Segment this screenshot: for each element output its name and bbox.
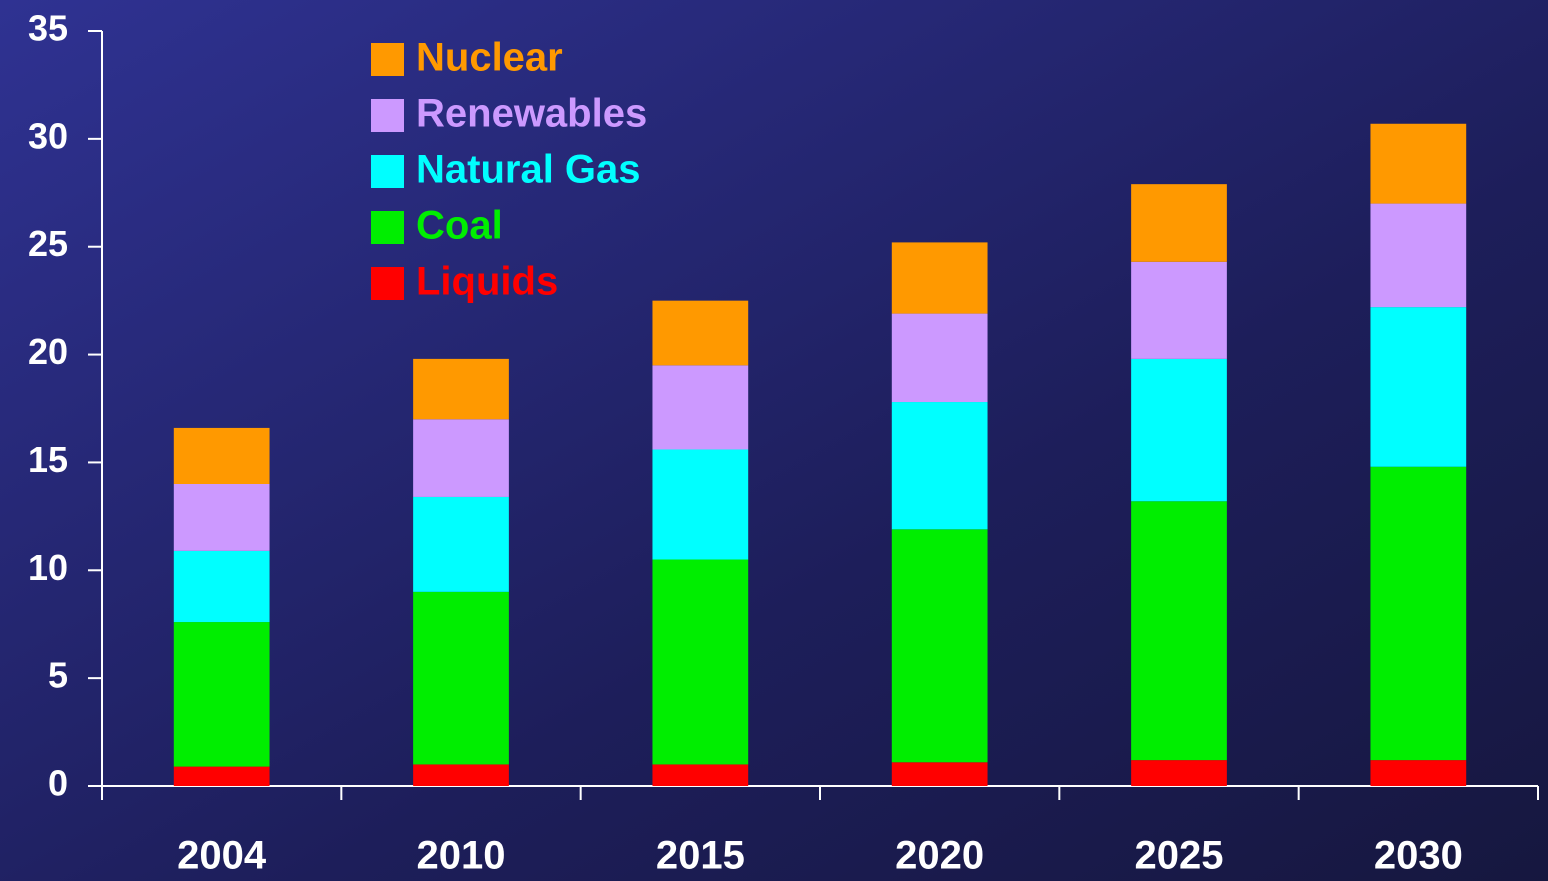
y-tick-label: 10 — [28, 547, 68, 588]
legend-label: Coal — [416, 204, 503, 248]
bar-segment — [413, 591, 509, 765]
bar-segment — [413, 419, 509, 497]
y-tick-label: 30 — [28, 115, 68, 156]
bar-segment — [1370, 466, 1467, 761]
x-tick-label: 2030 — [1374, 834, 1463, 878]
legend-swatch — [371, 43, 404, 76]
legend-swatch — [371, 155, 404, 188]
bar-segment — [1131, 501, 1227, 761]
bar-segment — [173, 622, 270, 767]
bar-segment — [173, 484, 270, 551]
bar-segment — [413, 496, 509, 592]
y-tick-label: 35 — [28, 8, 68, 49]
x-tick-label: 2010 — [417, 834, 506, 878]
y-tick-label: 0 — [48, 763, 68, 804]
bar-segment — [173, 766, 270, 786]
bar-segment — [652, 559, 749, 765]
legend-swatch — [371, 267, 404, 300]
y-tick-label: 20 — [28, 331, 68, 372]
x-tick-label: 2025 — [1135, 834, 1224, 878]
bar-segment — [173, 427, 270, 484]
x-tick-label: 2004 — [177, 834, 267, 878]
legend-label: Natural Gas — [416, 148, 641, 192]
bar-segment — [1131, 261, 1227, 359]
bar-segment — [891, 402, 988, 530]
bar-segment — [652, 365, 749, 450]
bar-segment — [891, 242, 988, 314]
bar-segment — [173, 550, 270, 623]
legend-label: Liquids — [416, 260, 558, 304]
legend-swatch — [371, 211, 404, 244]
bar-segment — [1370, 123, 1467, 204]
bar-segment — [891, 529, 988, 763]
y-tick-label: 25 — [28, 223, 68, 264]
bar-segment — [652, 300, 749, 366]
bar-segment — [413, 764, 509, 786]
bar-segment — [891, 762, 988, 786]
bar-segment — [413, 358, 509, 420]
bar-segment — [1131, 358, 1227, 502]
y-tick-label: 5 — [48, 655, 68, 696]
legend-swatch — [371, 99, 404, 132]
bar-segment — [1131, 760, 1227, 786]
bar-segment — [1131, 184, 1227, 262]
bar-segment — [1370, 307, 1467, 467]
x-tick-label: 2020 — [895, 834, 984, 878]
x-tick-label: 2015 — [656, 834, 745, 878]
legend-label: Renewables — [416, 92, 647, 136]
bar-segment — [652, 449, 749, 560]
bar-segment — [1370, 760, 1467, 786]
y-tick-label: 15 — [28, 439, 68, 480]
legend-label: Nuclear — [416, 36, 563, 80]
bar-segment — [652, 764, 749, 786]
bar-segment — [1370, 203, 1467, 308]
bar-segment — [891, 313, 988, 403]
